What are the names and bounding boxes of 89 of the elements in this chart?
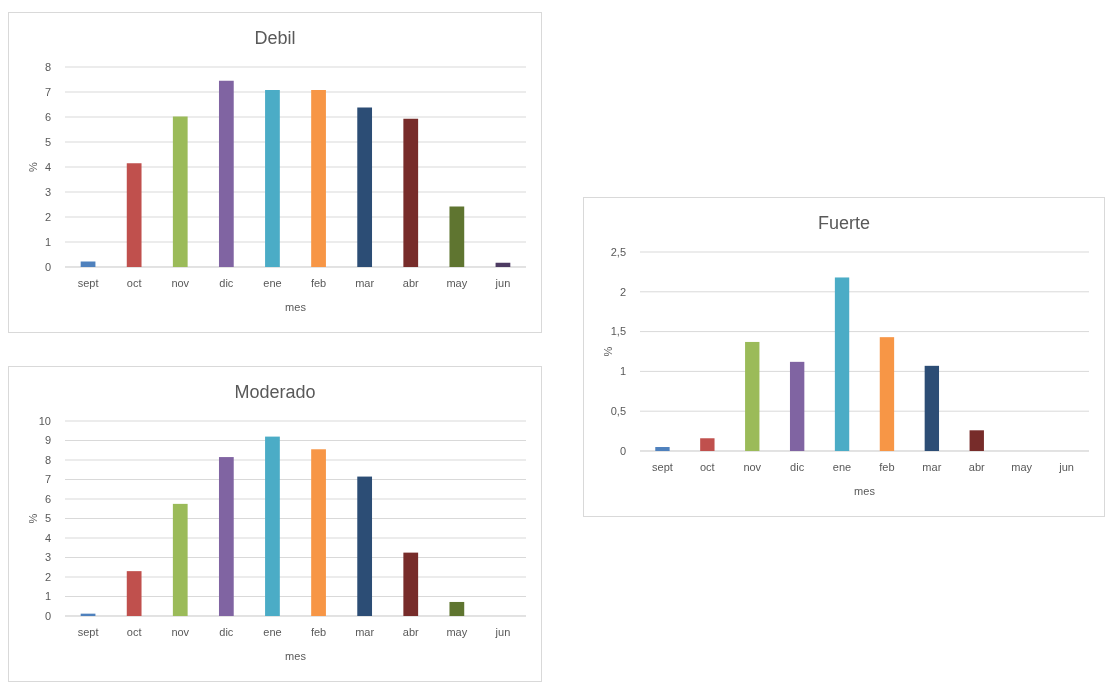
x-tick-label: dic [790, 461, 805, 473]
bar [311, 449, 326, 616]
x-tick-label: jun [1058, 461, 1074, 473]
chart-title: Fuerte [817, 213, 871, 233]
y-tick-label: 1 [619, 365, 626, 378]
bar [311, 90, 326, 267]
x-axis-title: mes [285, 301, 307, 313]
bar [357, 107, 373, 267]
bar [403, 118, 419, 267]
bar [126, 571, 142, 616]
x-tick-label: abr [968, 461, 986, 473]
x-tick-label: oct [700, 461, 715, 473]
y-axis-title: % [27, 161, 39, 172]
y-tick-label: 4 [44, 160, 51, 173]
y-tick-label: 0 [44, 609, 51, 622]
bar [265, 436, 280, 616]
y-tick-label: 6 [44, 492, 51, 505]
y-axis-title: % [602, 346, 614, 357]
bar [172, 116, 188, 267]
chart-title: Debil [254, 28, 296, 48]
bar [969, 430, 984, 451]
x-tick-label: abr [402, 626, 420, 638]
x-tick-label: mar [355, 277, 375, 289]
y-tick-label: 0,5 [610, 405, 626, 418]
bar [879, 337, 895, 451]
y-tick-label: 10 [38, 414, 51, 427]
x-tick-label: oct [126, 626, 142, 638]
bar [357, 476, 373, 616]
y-tick-label: 2,5 [610, 245, 626, 258]
x-tick-label: jun [494, 626, 511, 638]
x-tick-label: oct [126, 277, 142, 289]
x-tick-label: may [446, 626, 468, 638]
bar [449, 206, 465, 267]
chart-title: Moderado [234, 382, 316, 402]
bar [449, 601, 465, 616]
x-tick-label: mar [355, 626, 375, 638]
bar [924, 365, 940, 451]
y-tick-label: 3 [44, 551, 51, 564]
x-tick-label: nov [171, 626, 190, 638]
x-axis-title: mes [285, 650, 307, 662]
x-tick-label: ene [832, 461, 852, 473]
x-tick-label: may [446, 277, 468, 289]
x-tick-label: ene [263, 626, 282, 638]
bar [126, 163, 142, 267]
y-tick-label: 1 [44, 590, 51, 603]
bar [789, 361, 805, 451]
x-tick-label: nov [743, 461, 762, 473]
bar [655, 447, 670, 451]
bar [745, 341, 760, 451]
y-tick-label: 0 [44, 260, 51, 273]
y-tick-label: 7 [44, 85, 51, 98]
x-tick-label: mar [922, 461, 942, 473]
y-tick-label: 3 [44, 185, 51, 198]
bar [834, 277, 850, 451]
x-tick-label: abr [402, 277, 420, 289]
bar [218, 80, 234, 267]
bar [218, 457, 234, 616]
y-tick-label: 5 [44, 135, 51, 148]
x-tick-label: dic [219, 277, 234, 289]
x-tick-label: sept [77, 626, 99, 638]
y-tick-label: 1,5 [610, 325, 626, 338]
x-tick-label: sept [652, 461, 673, 473]
y-tick-label: 1 [44, 235, 51, 248]
y-axis-title: % [27, 513, 39, 524]
x-tick-label: nov [171, 277, 190, 289]
y-tick-label: 0 [619, 444, 626, 457]
x-tick-label: feb [310, 626, 327, 638]
y-tick-label: 8 [44, 60, 51, 73]
x-tick-label: sept [77, 277, 99, 289]
y-tick-label: 8 [44, 453, 51, 466]
x-tick-label: ene [263, 277, 282, 289]
y-tick-label: 6 [44, 110, 51, 123]
y-tick-label: 5 [44, 512, 51, 525]
y-tick-label: 7 [44, 473, 51, 486]
bar [700, 438, 715, 451]
x-tick-label: dic [219, 626, 234, 638]
y-tick-label: 4 [44, 531, 51, 544]
x-tick-label: may [1011, 461, 1033, 473]
x-tick-label: feb [310, 277, 327, 289]
x-tick-label: feb [879, 461, 895, 473]
bar [172, 503, 188, 616]
y-tick-label: 2 [44, 210, 51, 223]
y-tick-label: 2 [619, 285, 626, 298]
y-tick-label: 9 [44, 434, 51, 447]
bar [265, 90, 280, 267]
x-tick-label: jun [494, 277, 511, 289]
y-tick-label: 2 [44, 570, 51, 583]
x-axis-title: mes [854, 485, 876, 497]
bar [403, 552, 419, 616]
